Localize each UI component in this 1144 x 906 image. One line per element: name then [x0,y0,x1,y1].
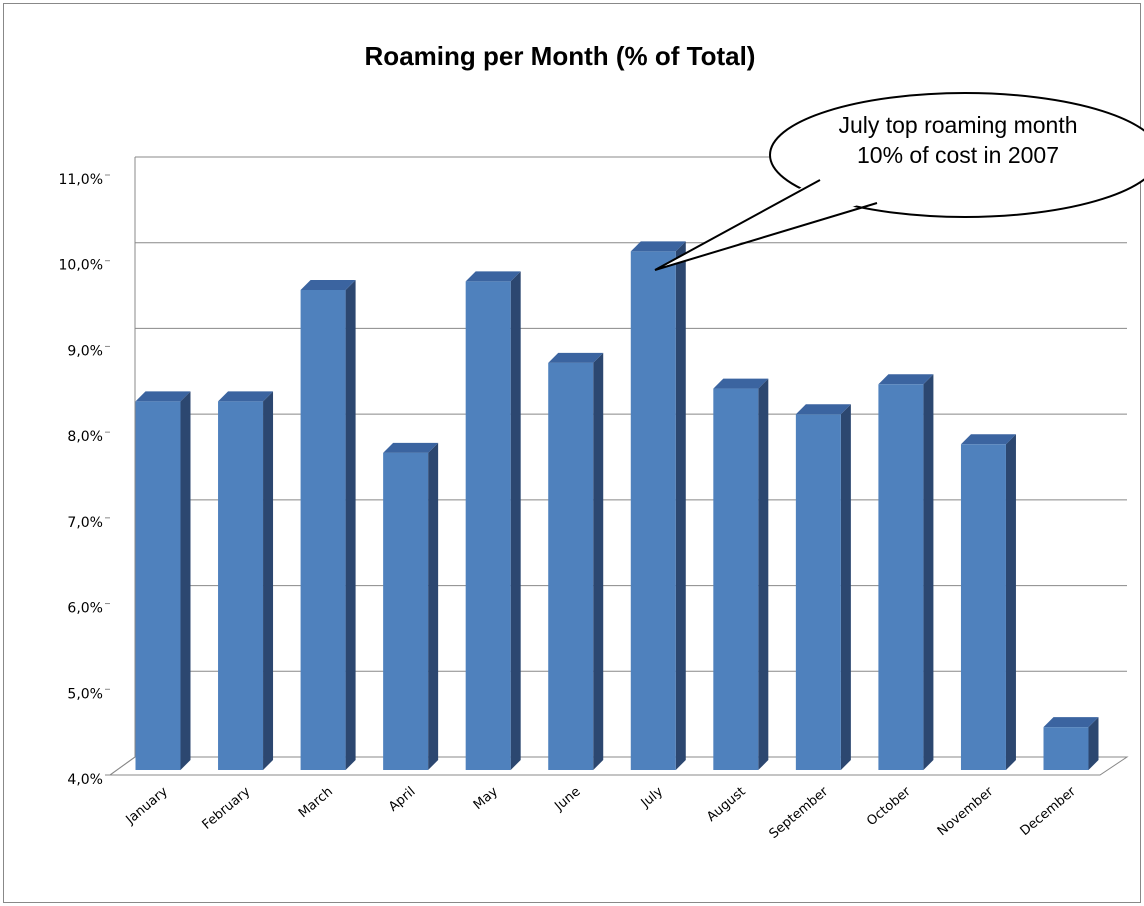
bar-side [1088,717,1099,770]
bar-side [923,374,934,770]
floor [108,756,1129,776]
bar-top [878,374,934,385]
bar-top [465,271,521,282]
bar [960,444,1006,770]
bar-top [548,352,604,363]
bar-top [795,404,851,415]
y-tick-label: 4,0% [67,772,103,788]
y-tick-label: 7,0% [67,515,103,531]
bar-top [630,241,686,252]
bar-side [1005,434,1016,770]
bar-side [263,391,274,770]
chart-title: Roaming per Month (% of Total) [365,41,756,71]
bar [630,251,676,770]
bar [795,414,841,770]
y-tick-label: 8,0% [67,429,103,445]
bar [548,362,594,770]
bar-side [428,442,439,770]
bar-top [960,434,1016,445]
bar-top [300,279,356,290]
callout-tail [654,179,878,271]
y-tick-label: 6,0% [67,601,103,617]
bar-side [510,271,521,770]
callout-tail-fill [655,176,880,270]
bar [1043,727,1089,770]
callout: July top roaming month 10% of cost in 200… [654,92,1144,271]
y-tick-label: 5,0% [67,686,103,702]
y-tick-label: 9,0% [67,343,103,359]
bar-top [135,391,191,402]
y-tick-label: 10,0% [59,258,103,274]
bar [713,388,759,770]
bar-side [758,378,769,770]
bar [383,452,429,770]
bar [300,289,346,770]
bar-side [345,279,356,770]
bar [465,281,511,770]
callout-bubble [769,92,1144,218]
bar [218,401,264,770]
bar-top [218,391,274,402]
bar-side [675,241,686,770]
bar-side [840,404,851,770]
bar [878,384,924,770]
bar-top [713,378,769,389]
bar-top [383,442,439,453]
annotation: July top roaming month [838,112,1077,138]
y-tick-label: 11,0% [59,172,103,188]
bar-top [1043,717,1099,728]
annotation: 10% of cost in 2007 [857,142,1059,168]
bar-side [593,352,604,770]
bar [135,401,181,770]
bar-side [180,391,191,770]
